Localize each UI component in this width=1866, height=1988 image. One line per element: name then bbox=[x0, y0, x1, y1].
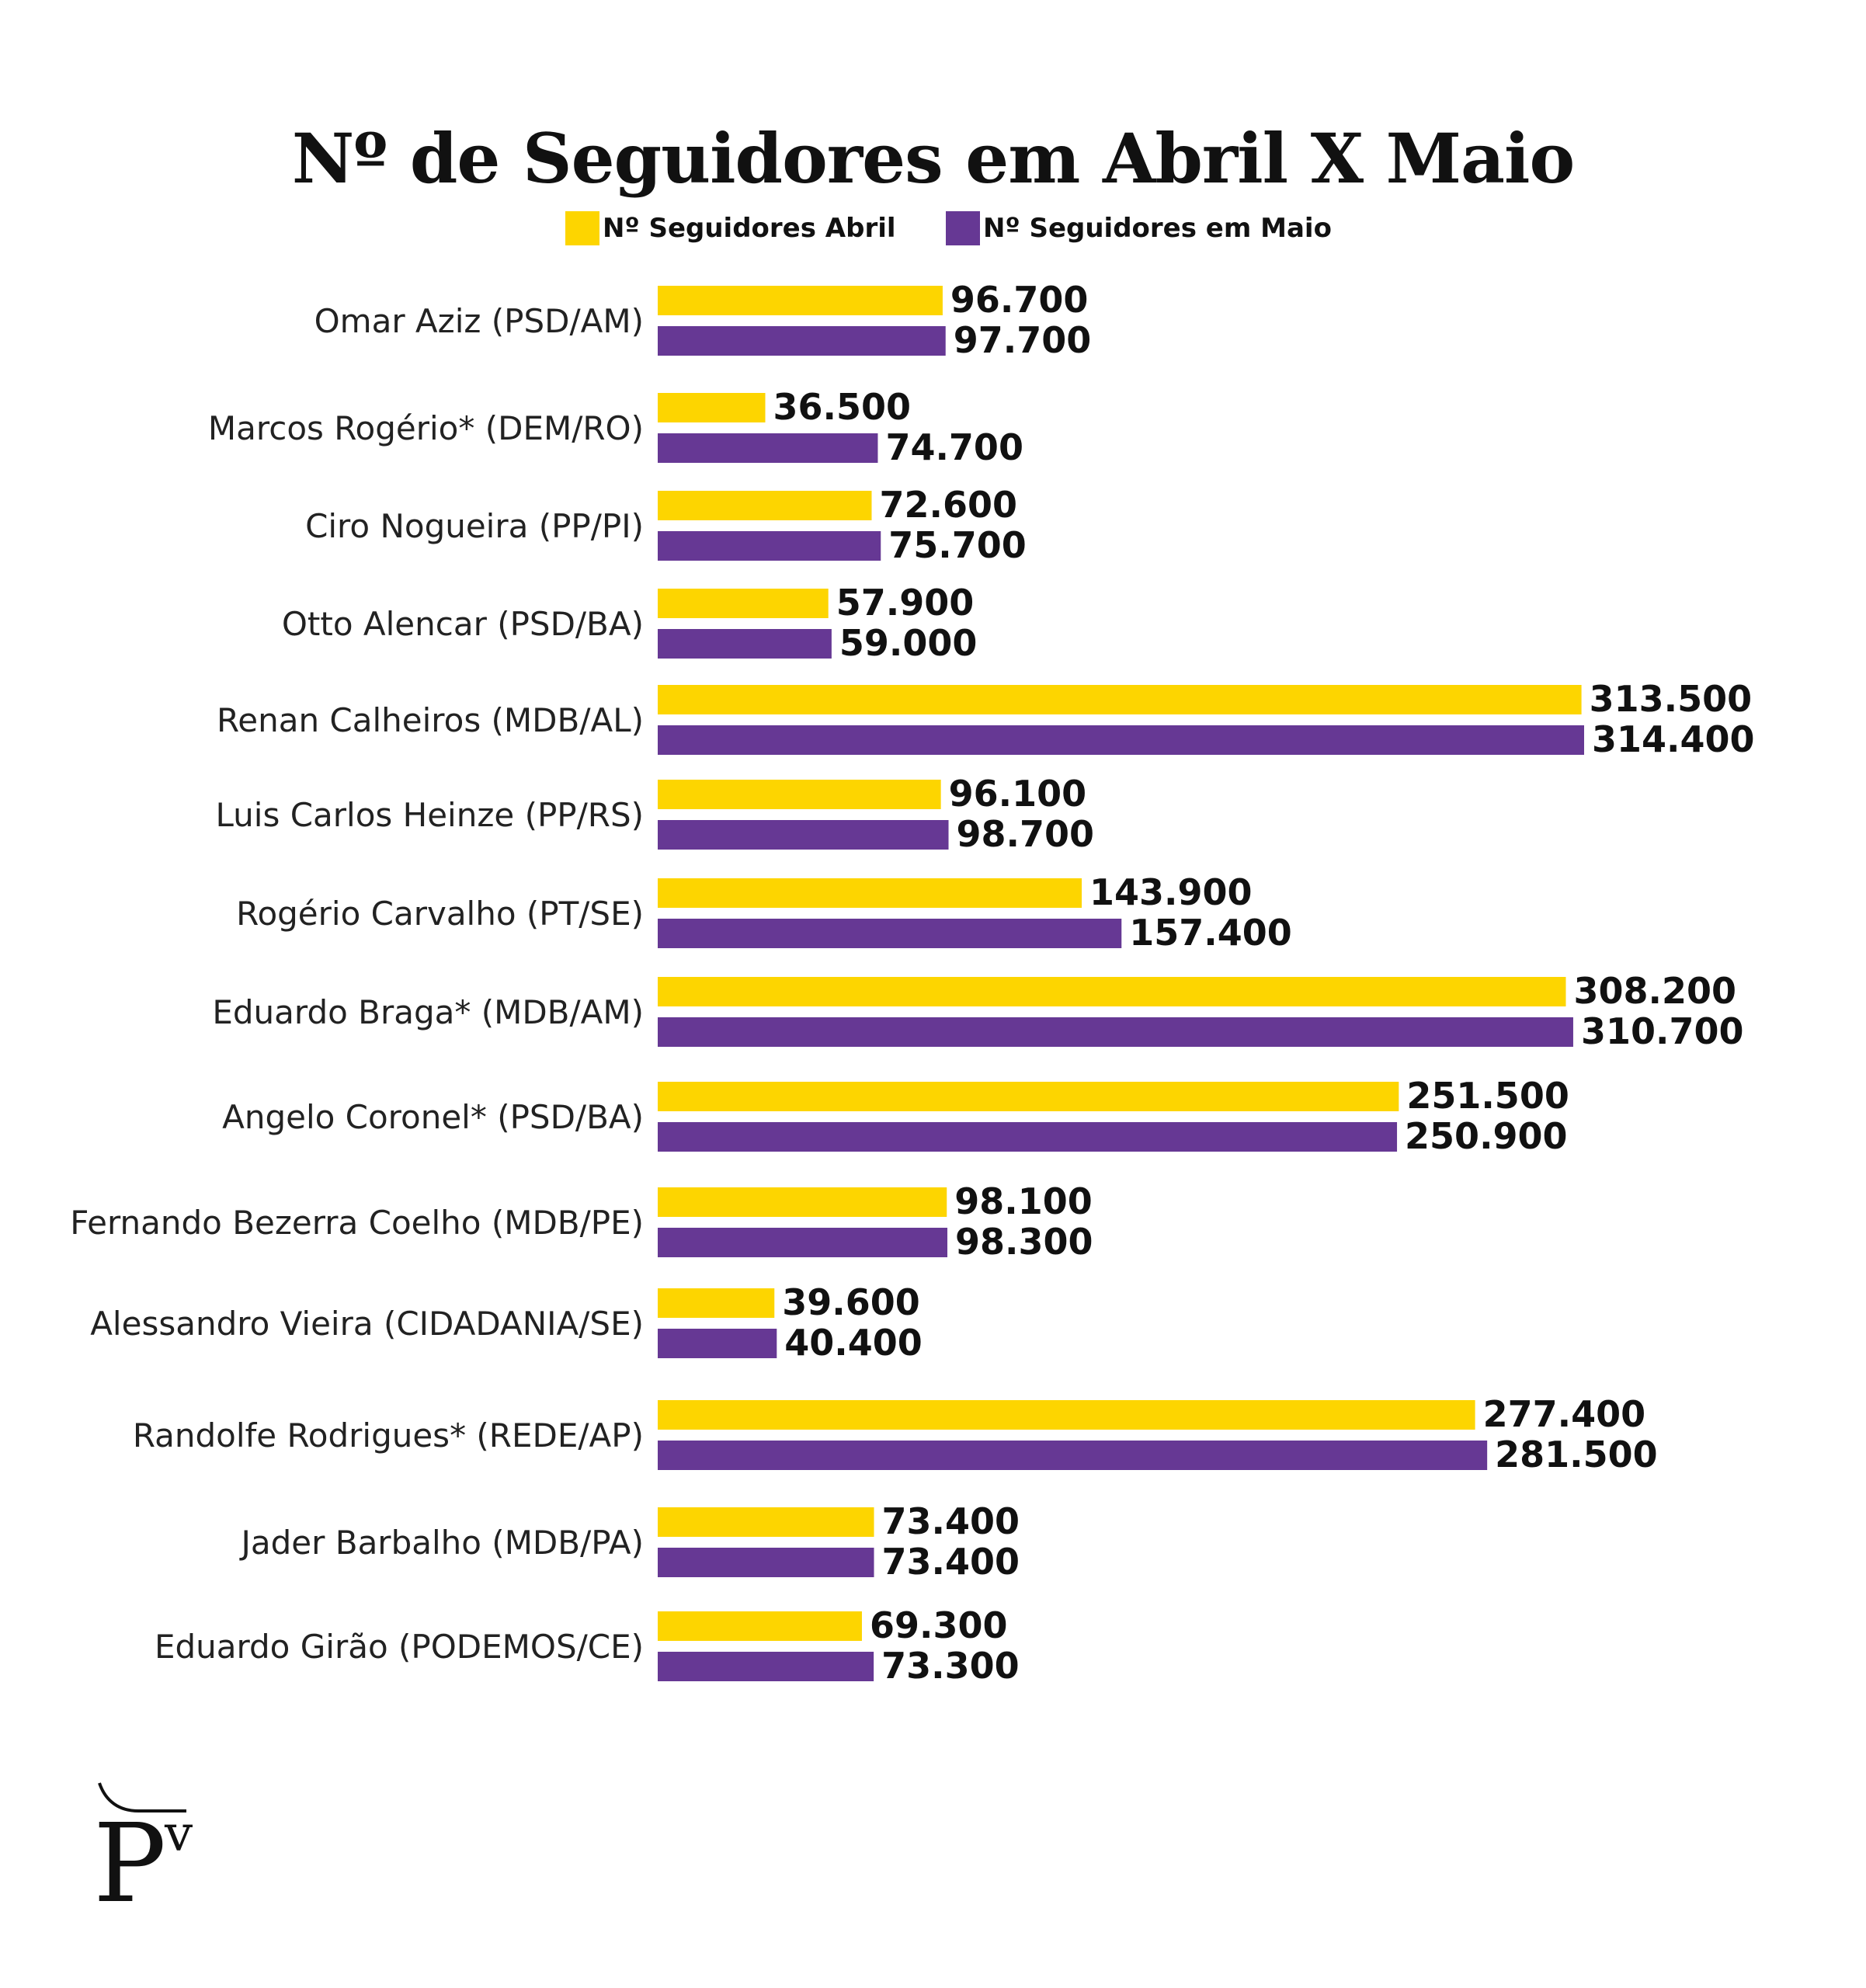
category-label: Otto Alencar (PSD/BA) bbox=[282, 605, 644, 643]
bar-maio bbox=[658, 531, 881, 561]
bar-maio bbox=[658, 1548, 874, 1577]
category-label: Rogério Carvalho (PT/SE) bbox=[236, 895, 644, 933]
bar-maio bbox=[658, 629, 832, 659]
value-label-abril: 251.500 bbox=[1406, 1075, 1569, 1117]
value-label-abril: 36.500 bbox=[773, 386, 912, 428]
value-label-maio: 281.500 bbox=[1495, 1434, 1658, 1475]
value-label-maio: 74.700 bbox=[885, 426, 1023, 468]
value-label-maio: 314.400 bbox=[1592, 718, 1755, 760]
bar-abril bbox=[658, 685, 1582, 714]
value-label-abril: 143.900 bbox=[1089, 871, 1253, 913]
bar-abril bbox=[658, 1507, 874, 1537]
value-label-abril: 39.600 bbox=[782, 1281, 920, 1323]
bar-maio bbox=[658, 725, 1584, 755]
value-label-abril: 96.700 bbox=[950, 279, 1089, 321]
pv-logo-icon: P v bbox=[93, 1782, 193, 1909]
value-label-abril: 277.400 bbox=[1483, 1393, 1646, 1435]
bar-abril bbox=[658, 393, 766, 422]
value-label-maio: 98.300 bbox=[955, 1221, 1093, 1263]
legend-item-maio: Nº Seguidores em Maio bbox=[946, 211, 1332, 245]
category-label: Jader Barbalho (MDB/PA) bbox=[239, 1524, 644, 1562]
bar-abril bbox=[658, 977, 1566, 1006]
value-label-abril: 96.100 bbox=[949, 773, 1087, 815]
bar-maio bbox=[658, 1329, 777, 1358]
legend-label-maio: Nº Seguidores em Maio bbox=[983, 213, 1332, 244]
category-label: Marcos Rogério* (DEM/RO) bbox=[208, 409, 644, 447]
bar-maio bbox=[658, 433, 878, 463]
value-label-maio: 59.000 bbox=[839, 622, 978, 664]
bar-abril bbox=[658, 878, 1082, 908]
category-label: Luis Carlos Heinze (PP/RS) bbox=[216, 796, 644, 834]
value-label-abril: 73.400 bbox=[882, 1500, 1020, 1542]
bar-abril bbox=[658, 491, 872, 520]
chart-title: Nº de Seguidores em Abril X Maio bbox=[291, 118, 1575, 199]
bar-abril bbox=[658, 286, 943, 315]
bar-abril bbox=[658, 780, 941, 809]
svg-text:v: v bbox=[164, 1806, 193, 1863]
value-label-maio: 40.400 bbox=[784, 1322, 923, 1364]
svg-text:P: P bbox=[93, 1801, 166, 1909]
bar-maio bbox=[658, 919, 1122, 948]
category-label: Eduardo Girão (PODEMOS/CE) bbox=[155, 1628, 644, 1666]
category-label: Renan Calheiros (MDB/AL) bbox=[217, 701, 644, 739]
value-label-maio: 310.700 bbox=[1581, 1010, 1744, 1052]
bar-abril bbox=[658, 1288, 775, 1318]
value-label-maio: 73.400 bbox=[882, 1541, 1020, 1583]
category-label: Eduardo Braga* (MDB/AM) bbox=[212, 993, 644, 1031]
value-label-abril: 308.200 bbox=[1573, 970, 1736, 1012]
value-label-abril: 313.500 bbox=[1590, 678, 1753, 720]
legend-swatch-maio bbox=[946, 211, 980, 245]
value-label-maio: 250.900 bbox=[1405, 1115, 1568, 1157]
legend: Nº Seguidores Abril Nº Seguidores em Mai… bbox=[0, 211, 1866, 245]
legend-item-abril: Nº Seguidores Abril bbox=[565, 211, 896, 245]
bar-maio bbox=[658, 1122, 1398, 1152]
value-label-abril: 57.900 bbox=[836, 582, 975, 624]
bar-maio bbox=[658, 1652, 874, 1681]
bar-maio bbox=[658, 1017, 1573, 1047]
value-label-abril: 98.100 bbox=[954, 1180, 1093, 1222]
bar-abril bbox=[658, 1082, 1399, 1111]
value-label-maio: 97.700 bbox=[954, 319, 1092, 361]
value-label-maio: 73.300 bbox=[881, 1645, 1020, 1687]
category-label: Angelo Coronel* (PSD/BA) bbox=[222, 1098, 644, 1136]
category-label: Ciro Nogueira (PP/PI) bbox=[305, 507, 644, 545]
value-label-maio: 75.700 bbox=[888, 524, 1027, 566]
bar-abril bbox=[658, 1400, 1475, 1430]
bar-maio bbox=[658, 1441, 1488, 1470]
value-label-maio: 157.400 bbox=[1129, 912, 1292, 954]
category-label: Omar Aziz (PSD/AM) bbox=[314, 302, 644, 340]
category-label: Alessandro Vieira (CIDADANIA/SE) bbox=[90, 1305, 644, 1343]
legend-label-abril: Nº Seguidores Abril bbox=[603, 213, 896, 244]
value-label-abril: 69.300 bbox=[870, 1604, 1008, 1646]
bar-abril bbox=[658, 589, 829, 618]
legend-swatch-abril bbox=[565, 211, 599, 245]
bar-abril bbox=[658, 1187, 947, 1217]
bar-maio bbox=[658, 1228, 948, 1257]
bar-maio bbox=[658, 326, 946, 356]
category-label: Fernando Bezerra Coelho (MDB/PE) bbox=[70, 1204, 644, 1242]
bar-maio bbox=[658, 820, 949, 850]
value-label-maio: 98.700 bbox=[957, 813, 1095, 855]
value-label-abril: 72.600 bbox=[879, 484, 1017, 526]
bar-abril bbox=[658, 1611, 862, 1641]
category-label: Randolfe Rodrigues* (REDE/AP) bbox=[133, 1416, 644, 1455]
